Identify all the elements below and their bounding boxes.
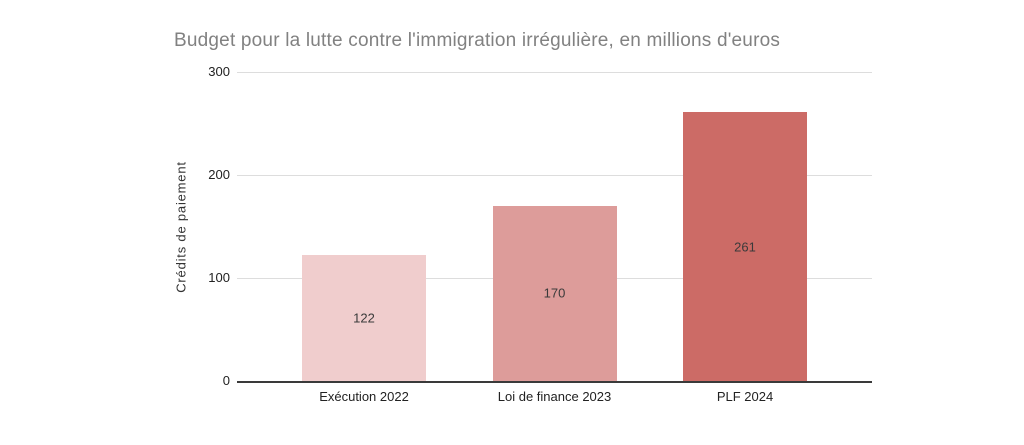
y-tick-label: 0 [222,373,230,388]
y-axis-title: Crédits de paiement [173,161,189,293]
x-category-label: Loi de finance 2023 [497,389,612,404]
x-category-label: PLF 2024 [716,389,774,404]
chart-title: Budget pour la lutte contre l'immigratio… [174,30,781,51]
plot-area: 122 170 261 [237,72,872,383]
bar: 122 [302,255,426,381]
gridline [237,72,872,73]
bar-value-label: 122 [353,310,375,326]
bar-value-label: 170 [543,285,566,301]
y-tick-label: 300 [208,64,230,79]
bar: 170 [492,205,617,381]
gridline [237,175,872,176]
y-tick-label: 100 [208,270,230,285]
bar-value-label: 261 [734,239,756,255]
y-tick-label: 200 [208,167,230,182]
bar: 261 [683,112,807,381]
x-category-label: Exécution 2022 [319,389,409,404]
